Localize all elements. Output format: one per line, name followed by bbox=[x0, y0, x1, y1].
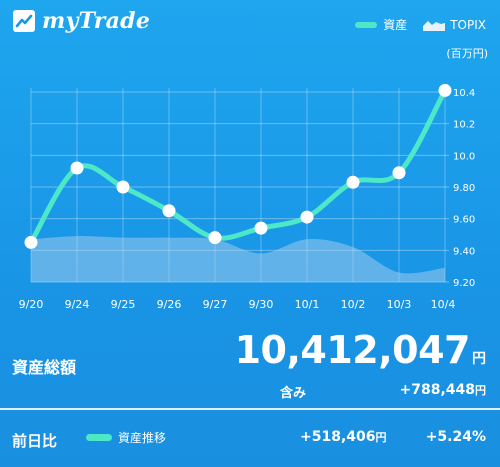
unrealized-unit: 円 bbox=[475, 384, 486, 397]
daily-change-label: 前日比 bbox=[12, 432, 58, 450]
asset-trend-swatch bbox=[86, 434, 112, 441]
total-assets-number: 10,412,047 bbox=[234, 328, 471, 372]
y-tick-label: 10.0 bbox=[453, 151, 475, 162]
x-tick-label: 10/3 bbox=[387, 298, 412, 311]
total-assets-label: 資産総額 bbox=[12, 358, 77, 377]
x-tick-label: 9/24 bbox=[65, 298, 90, 311]
y-tick-label: 10.2 bbox=[453, 120, 475, 131]
y-tick-label: 9.60 bbox=[453, 215, 475, 226]
asset-point-9-26[interactable] bbox=[162, 204, 176, 218]
asset-trend-label: 資産推移 bbox=[118, 431, 167, 445]
y-tick-label: 10.4 bbox=[453, 88, 475, 99]
asset-point-10-3[interactable] bbox=[392, 166, 406, 180]
asset-point-9-25[interactable] bbox=[116, 180, 130, 194]
app-logo[interactable]: myTrade bbox=[12, 8, 150, 34]
y-tick-label: 9.20 bbox=[453, 278, 475, 289]
asset-legend-swatch bbox=[355, 21, 378, 28]
daily-change-value: +518,406円 bbox=[300, 429, 387, 445]
x-tick-label: 9/20 bbox=[19, 298, 44, 311]
x-tick-label: 9/25 bbox=[111, 298, 136, 311]
asset-legend-label: 資産 bbox=[383, 18, 408, 32]
unrealized-label: 含み bbox=[280, 386, 307, 401]
total-assets-unit: 円 bbox=[472, 351, 486, 367]
chart-unit-label: (百万円) bbox=[446, 47, 488, 60]
asset-chart: 9.20 9.40 9.60 9.80 10.0 10.2 10.4 9/20 9/24 9/2… bbox=[19, 83, 475, 311]
topix-area bbox=[31, 236, 445, 282]
asset-point-10-4[interactable] bbox=[438, 83, 452, 97]
asset-point-10-1[interactable] bbox=[300, 210, 314, 224]
daily-change-bar: 前日比 資産推移 +518,406円 +5.24% bbox=[0, 410, 500, 467]
asset-point-9-30[interactable] bbox=[254, 221, 268, 235]
asset-summary: 資産総額 10,412,047 円 含み +788,448円 bbox=[0, 324, 500, 406]
x-tick-label: 9/27 bbox=[203, 298, 228, 311]
unrealized-number: +788,448 bbox=[399, 382, 476, 398]
asset-point-9-20[interactable] bbox=[24, 235, 38, 249]
app-header: myTrade 資産 TOPIX bbox=[0, 0, 500, 40]
daily-change-number: +518,406 bbox=[300, 429, 376, 445]
total-assets-value: 10,412,047 円 bbox=[235, 328, 486, 372]
x-tick-label: 9/30 bbox=[249, 298, 274, 311]
x-tick-label: 10/2 bbox=[341, 298, 366, 311]
y-tick-label: 9.40 bbox=[453, 246, 475, 257]
asset-point-9-24[interactable] bbox=[70, 161, 84, 175]
x-tick-label: 9/26 bbox=[157, 298, 182, 311]
app-name: myTrade bbox=[42, 8, 151, 34]
daily-change-percent: +5.24% bbox=[425, 429, 486, 445]
topix-legend-swatch bbox=[423, 20, 446, 31]
x-tick-label: 10/1 bbox=[295, 298, 320, 311]
x-tick-label: 10/4 bbox=[431, 298, 456, 311]
asset-line bbox=[28, 87, 448, 245]
unrealized-value: +788,448円 bbox=[400, 382, 487, 398]
divider bbox=[0, 408, 500, 410]
daily-change-unit: 円 bbox=[375, 431, 387, 444]
asset-point-9-27[interactable] bbox=[208, 231, 222, 245]
asset-point-10-2[interactable] bbox=[346, 175, 360, 189]
topix-legend-label: TOPIX bbox=[450, 17, 486, 32]
chart-legend: 資産 TOPIX bbox=[355, 16, 486, 33]
y-tick-label: 9.80 bbox=[453, 183, 475, 194]
mytrade-logo-icon bbox=[13, 10, 35, 32]
